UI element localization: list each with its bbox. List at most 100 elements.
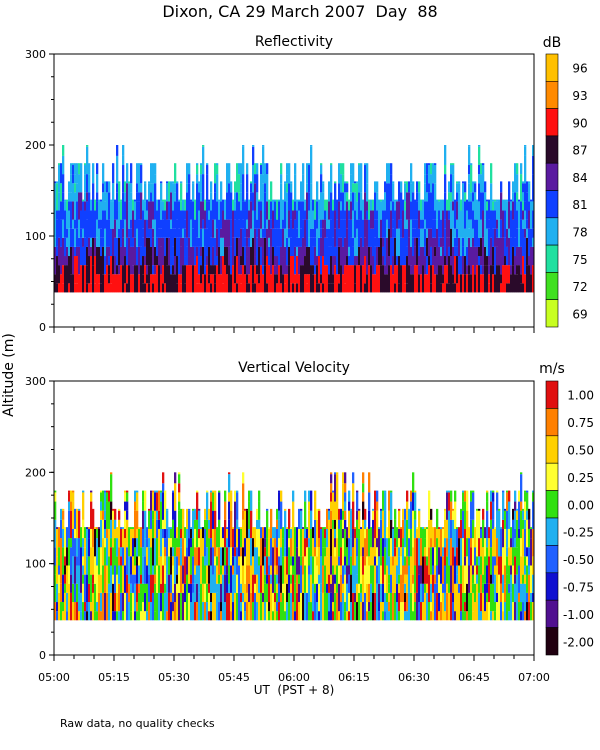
heatmap-cell	[368, 219, 371, 247]
heatmap-cell	[484, 611, 487, 621]
heatmap-cell	[108, 565, 111, 584]
heatmap-cell	[146, 265, 149, 275]
heatmap-cell	[456, 528, 459, 548]
heatmap-cell	[222, 602, 225, 621]
heatmap-cell	[454, 199, 457, 211]
heatmap-cell	[264, 192, 267, 211]
heatmap-cell	[236, 492, 239, 520]
heatmap-cell	[202, 228, 205, 247]
heatmap-cell	[260, 163, 263, 166]
heatmap-cell	[288, 592, 291, 621]
heatmap-cell	[124, 490, 127, 493]
heatmap-cell	[74, 283, 77, 293]
heatmap-cell	[90, 602, 93, 612]
heatmap-cell	[190, 574, 193, 584]
heatmap-cell	[490, 547, 493, 575]
heatmap-cell	[260, 210, 263, 229]
heatmap-cell	[164, 592, 167, 621]
heatmap-cell	[222, 538, 225, 548]
heatmap-cell	[242, 201, 245, 211]
heatmap-cell	[58, 265, 61, 284]
heatmap-cell	[58, 527, 61, 548]
heatmap-cell	[442, 528, 445, 548]
heatmap-cell	[200, 527, 203, 529]
heatmap-cell	[220, 181, 223, 202]
heatmap-cell	[448, 565, 451, 593]
heatmap-cell	[486, 228, 489, 257]
heatmap-cell	[304, 592, 307, 621]
heatmap-cell	[150, 246, 153, 257]
heatmap-cell	[204, 274, 207, 293]
heatmap-cell	[430, 547, 433, 575]
heatmap-cell	[262, 201, 265, 229]
heatmap-cell	[206, 565, 209, 584]
heatmap-cell	[76, 583, 79, 603]
heatmap-cell	[186, 528, 189, 548]
heatmap-cell	[266, 510, 269, 529]
heatmap-cell	[420, 274, 423, 293]
heatmap-cell	[456, 256, 459, 284]
heatmap-cell	[406, 592, 409, 612]
heatmap-cell	[334, 474, 337, 502]
heatmap-cell	[182, 565, 185, 584]
heatmap-cell	[194, 519, 197, 529]
heatmap-cell	[454, 237, 457, 247]
heatmap-cell	[138, 274, 141, 293]
heatmap-cell	[208, 283, 211, 293]
heatmap-cell	[224, 490, 227, 502]
heatmap-cell	[182, 210, 185, 229]
heatmap-cell	[56, 556, 59, 584]
heatmap-cell	[160, 219, 163, 229]
heatmap-cell	[456, 547, 459, 566]
heatmap-cell	[350, 574, 353, 603]
heatmap-cell	[430, 574, 433, 584]
heatmap-cell	[492, 528, 495, 557]
heatmap-cell	[454, 210, 457, 229]
heatmap-cell	[356, 265, 359, 293]
heatmap-cell	[62, 265, 65, 284]
heatmap-cell	[354, 237, 357, 257]
heatmap-cell	[194, 565, 197, 575]
heatmap-cell	[318, 574, 321, 584]
heatmap-cell	[220, 527, 223, 548]
heatmap-cell	[344, 210, 347, 220]
heatmap-cell	[444, 510, 447, 520]
heatmap-cell	[90, 246, 93, 257]
heatmap-cell	[516, 201, 519, 211]
heatmap-cell	[234, 501, 237, 529]
heatmap-cell	[160, 183, 163, 202]
heatmap-cell	[228, 474, 231, 493]
heatmap-cell	[140, 183, 143, 193]
heatmap-cell	[368, 602, 371, 612]
heatmap-cell	[518, 490, 521, 502]
heatmap-cell	[182, 265, 185, 293]
heatmap-cell	[118, 201, 121, 229]
heatmap-cell	[404, 265, 407, 284]
heatmap-cell	[186, 574, 189, 593]
heatmap-cell	[140, 265, 143, 293]
heatmap-cell	[220, 611, 223, 621]
heatmap-cell	[434, 274, 437, 293]
heatmap-cell	[506, 547, 509, 557]
heatmap-cell	[458, 183, 461, 193]
heatmap-cell	[292, 602, 295, 621]
heatmap-cell	[394, 519, 397, 529]
heatmap-cell	[478, 165, 481, 175]
heatmap-cell	[440, 219, 443, 238]
heatmap-cell	[460, 274, 463, 293]
heatmap-cell	[196, 490, 199, 493]
heatmap-cell	[72, 201, 75, 220]
heatmap-cell	[146, 199, 149, 211]
heatmap-cell	[150, 165, 153, 184]
heatmap-cell	[198, 510, 201, 529]
heatmap-cell	[418, 246, 421, 257]
heatmap-cell	[330, 256, 333, 284]
heatmap-cell	[480, 237, 483, 257]
heatmap-cell	[400, 265, 403, 293]
heatmap-cell	[414, 246, 417, 266]
heatmap-cell	[330, 192, 333, 220]
heatmap-cell	[376, 210, 379, 220]
heatmap-cell	[62, 174, 65, 193]
heatmap-cell	[526, 510, 529, 520]
heatmap-cell	[480, 192, 483, 220]
